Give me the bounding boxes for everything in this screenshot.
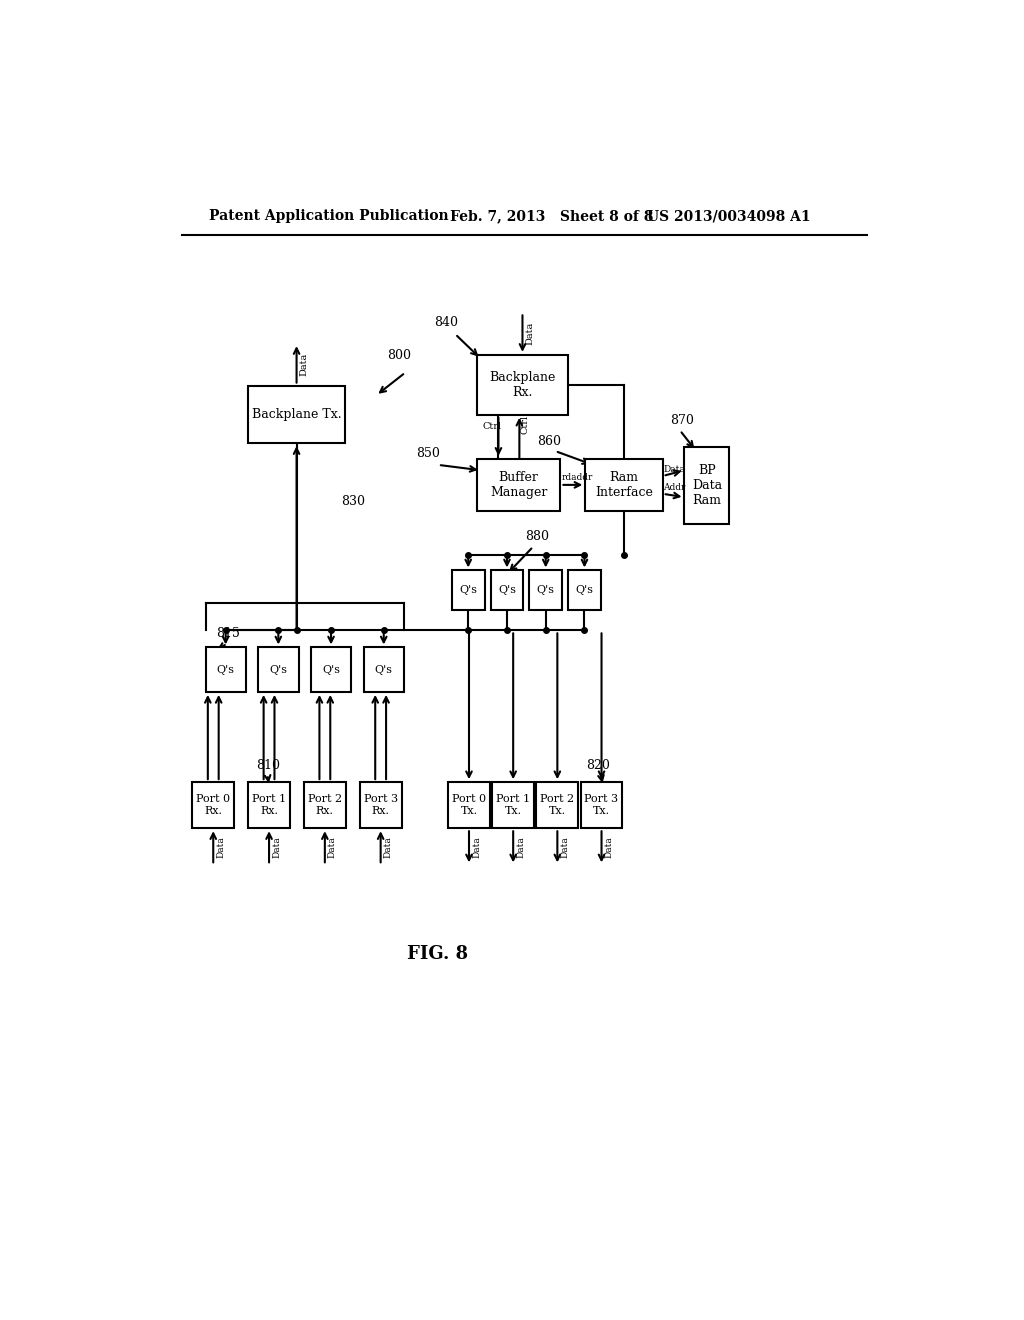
Text: Port 2
Rx.: Port 2 Rx. [308,795,342,816]
Text: Port 3
Rx.: Port 3 Rx. [364,795,397,816]
Bar [568,570,601,610]
Text: 810: 810 [256,759,280,772]
Bar [529,570,562,610]
Text: 800: 800 [388,348,412,362]
Bar [581,781,623,829]
Text: Data: Data [300,352,308,376]
Text: Port 0
Rx.: Port 0 Rx. [197,795,230,816]
Bar [364,647,403,692]
Text: Q's: Q's [498,585,516,595]
Text: Feb. 7, 2013   Sheet 8 of 8: Feb. 7, 2013 Sheet 8 of 8 [450,209,653,223]
Text: Data: Data [516,837,525,858]
Bar [311,647,351,692]
Text: US 2013/0034098 A1: US 2013/0034098 A1 [647,209,811,223]
Text: 850: 850 [417,447,440,461]
Bar [359,781,401,829]
Text: 860: 860 [538,434,561,447]
Text: Ram
Interface: Ram Interface [595,471,653,499]
Text: 870: 870 [671,414,694,428]
Text: Ctrl: Ctrl [483,421,502,430]
Text: Q's: Q's [269,665,288,675]
Text: FIG. 8: FIG. 8 [408,945,469,964]
Text: Ctrl: Ctrl [521,414,530,434]
Text: BP
Data
Ram: BP Data Ram [692,465,722,507]
Bar [193,781,234,829]
Text: Port 2
Tx.: Port 2 Tx. [541,795,574,816]
Bar [477,355,568,414]
Text: Port 1
Rx.: Port 1 Rx. [252,795,286,816]
Bar [304,781,346,829]
Bar [586,459,663,511]
Text: Q's: Q's [575,585,594,595]
Text: Data: Data [472,837,481,858]
Bar [452,570,484,610]
Text: Buffer
Manager: Buffer Manager [489,471,547,499]
Text: Backplane Tx.: Backplane Tx. [252,408,341,421]
Text: Data: Data [560,837,569,858]
Bar [206,647,246,692]
Text: rdaddr: rdaddr [562,474,593,482]
Text: Data: Data [525,322,535,345]
Text: Data: Data [384,837,393,858]
Text: Addr: Addr [664,483,686,492]
Text: Q's: Q's [375,665,393,675]
Bar [248,385,345,444]
Text: Data: Data [328,837,337,858]
Text: Patent Application Publication: Patent Application Publication [209,209,449,223]
Bar [493,781,535,829]
Text: Q's: Q's [459,585,477,595]
Text: 840: 840 [434,317,458,329]
Text: Q's: Q's [323,665,340,675]
Text: Port 0
Tx.: Port 0 Tx. [452,795,486,816]
Bar [490,570,523,610]
Bar [477,459,560,511]
Text: Data: Data [664,465,685,474]
Text: Q's: Q's [217,665,234,675]
Text: Backplane
Rx.: Backplane Rx. [489,371,556,399]
Bar [537,781,579,829]
Bar [248,781,290,829]
Text: Port 1
Tx.: Port 1 Tx. [496,795,530,816]
Text: 820: 820 [586,759,610,772]
Text: 880: 880 [525,529,550,543]
Text: Port 3
Tx.: Port 3 Tx. [585,795,618,816]
Text: 815: 815 [216,627,241,640]
Text: Data: Data [272,837,282,858]
Text: Data: Data [604,837,613,858]
Bar [684,447,729,524]
Bar [449,781,489,829]
Text: Data: Data [216,837,225,858]
Text: Q's: Q's [537,585,555,595]
Bar [258,647,299,692]
Text: 830: 830 [341,495,366,508]
